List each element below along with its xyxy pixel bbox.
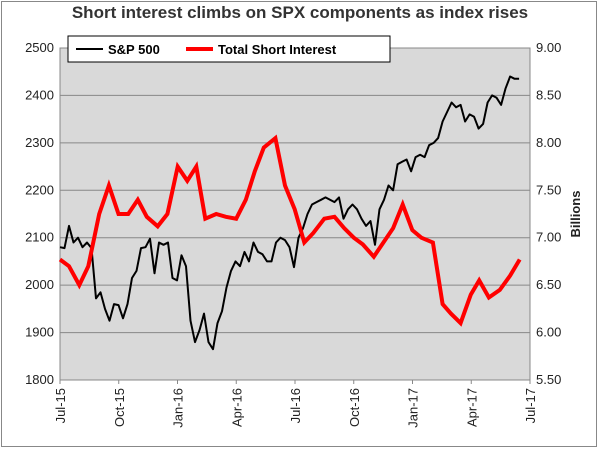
x-tick-label: Apr-16 (229, 388, 244, 427)
gridlines (60, 94, 530, 334)
y2-tick-label: 8.50 (536, 87, 561, 102)
series-line-short-interest (58, 134, 522, 327)
x-tick-label: Jul-15 (53, 388, 68, 423)
x-tick-label: Oct-16 (347, 388, 362, 427)
y-tick-label: 2000 (25, 277, 54, 292)
y-tick-label: 2500 (25, 40, 54, 55)
y-tick-label: 2100 (25, 230, 54, 245)
legend-label-sp500: S&P 500 (108, 42, 160, 57)
x-tick-label: Jul-17 (523, 388, 538, 423)
series-layer (58, 75, 522, 351)
chart-title: Short interest climbs on SPX components … (71, 3, 529, 22)
legend-label-short-interest: Total Short Interest (218, 42, 337, 57)
x-tick-label: Apr-17 (464, 388, 479, 427)
y2-tick-label: 5.50 (536, 372, 561, 387)
x-tick-label: Jan-17 (406, 388, 421, 428)
y-tick-label: 2200 (25, 182, 54, 197)
y-tick-label: 1800 (25, 372, 54, 387)
y2-tick-label: 6.00 (536, 325, 561, 340)
series-line-sp500 (59, 75, 520, 351)
x-tick-label: Jan-16 (171, 388, 186, 428)
y-tick-label: 2300 (25, 135, 54, 150)
y2-axis-label: Billions (568, 191, 583, 238)
y2-tick-label: 7.50 (536, 182, 561, 197)
y2-tick-label: 7.00 (536, 230, 561, 245)
x-tick-label: Oct-15 (112, 388, 127, 427)
y-tick-label: 2400 (25, 87, 54, 102)
legend-box (67, 35, 391, 63)
legend: S&P 500 Total Short Interest (67, 35, 391, 63)
y2-tick-label: 9.00 (536, 40, 561, 55)
y2-tick-label: 8.00 (536, 135, 561, 150)
x-tick-label: Jul-16 (288, 388, 303, 423)
tick-labels: 1800 1900 2000 2100 2200 2300 2400 2500 5.50 6.00… (25, 40, 561, 428)
y-tick-label: 1900 (25, 325, 54, 340)
y2-tick-label: 6.50 (536, 277, 561, 292)
